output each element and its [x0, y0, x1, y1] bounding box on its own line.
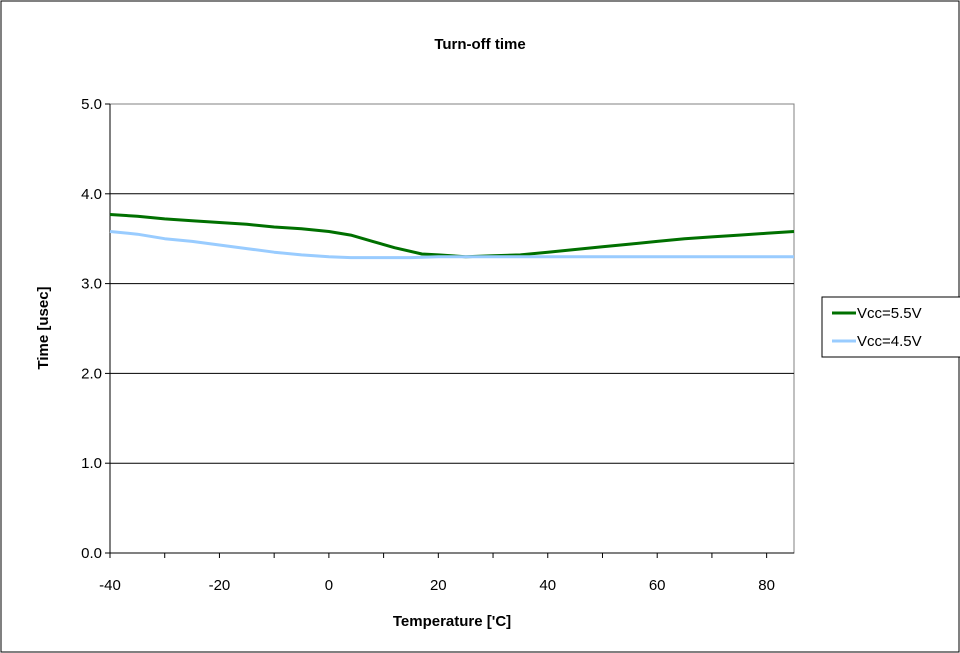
chart-title: Turn-off time: [434, 36, 525, 53]
x-tick-label-2: 0: [325, 577, 333, 594]
y-axis-title: Time [usec]: [35, 286, 52, 369]
y-tick-labels: 0.0 1.0 2.0 3.0 4.0 5.0: [81, 96, 102, 562]
x-tick-label-3: 20: [430, 577, 447, 594]
y-tick-label-3: 3.0: [81, 276, 102, 293]
y-tick-label-1: 1.0: [81, 455, 102, 472]
legend-box: [821, 296, 960, 358]
y-tick-label-2: 2.0: [81, 365, 102, 382]
x-tick-label-5: 60: [649, 577, 666, 594]
legend-label-0: Vcc=5.5V: [857, 305, 922, 322]
x-axis-title: Temperature ['C]: [393, 613, 511, 630]
series-line-1: [109, 230, 794, 260]
legend: Vcc=5.5V Vcc=4.5V: [821, 296, 960, 358]
series-line-0: [109, 213, 795, 259]
y-tick-label-0: 0.0: [81, 545, 102, 562]
x-tick-label-4: 40: [539, 577, 556, 594]
y-tick-label-4: 4.0: [81, 186, 102, 203]
x-tick-label-6: 80: [758, 577, 775, 594]
x-tick-labels: -40 -20 0 20 40 60 80: [99, 577, 775, 594]
y-tick-label-5: 5.0: [81, 96, 102, 113]
axes: [105, 103, 794, 558]
grid-lines: [110, 193, 794, 464]
legend-label-1: Vcc=4.5V: [857, 333, 922, 350]
x-tick-label-0: -40: [99, 577, 121, 594]
series-lines: [109, 213, 795, 260]
x-tick-label-1: -20: [209, 577, 231, 594]
plot-area: [109, 103, 795, 554]
